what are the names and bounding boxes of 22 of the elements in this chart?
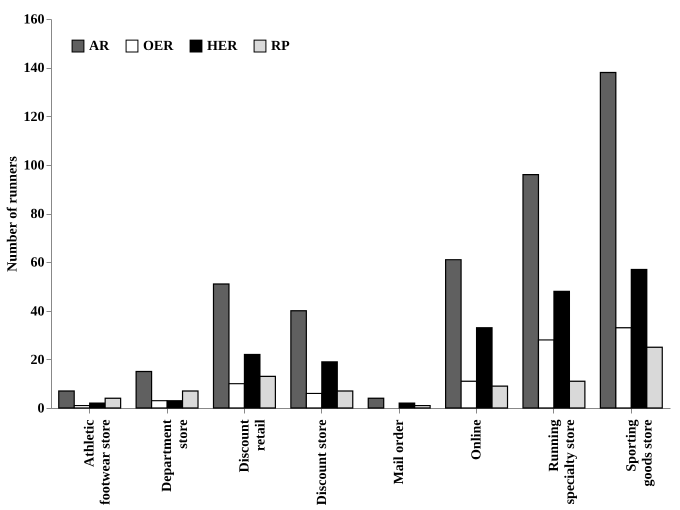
- x-tick-label: Running specialty store: [546, 420, 578, 504]
- x-tick-label: Mail order: [392, 420, 408, 484]
- y-tick-label: 20: [30, 352, 44, 368]
- bar: [368, 398, 384, 409]
- legend-label: AR: [89, 39, 110, 54]
- x-tick-label: Department store: [160, 419, 192, 492]
- y-tick-label: 140: [24, 61, 44, 76]
- y-tick-label: 60: [30, 256, 44, 271]
- legend-label: RP: [271, 39, 290, 54]
- y-tick-label: 40: [30, 304, 44, 320]
- y-tick-label: 100: [24, 158, 44, 174]
- legend-label: OER: [143, 39, 174, 54]
- x-tick-label: Discount store: [314, 420, 330, 506]
- y-tick-label: 0: [38, 402, 44, 416]
- legend-label: HER: [207, 39, 238, 54]
- x-tick-label: Discount retail: [237, 419, 268, 472]
- y-tick-label: 80: [30, 207, 44, 222]
- y-axis-title: Number of runners: [6, 156, 20, 272]
- x-tick-label: Athletic footwear store: [82, 420, 114, 505]
- y-tick-label: 160: [24, 12, 44, 28]
- x-tick-label: Online: [470, 420, 485, 460]
- y-tick-label: 120: [24, 110, 44, 125]
